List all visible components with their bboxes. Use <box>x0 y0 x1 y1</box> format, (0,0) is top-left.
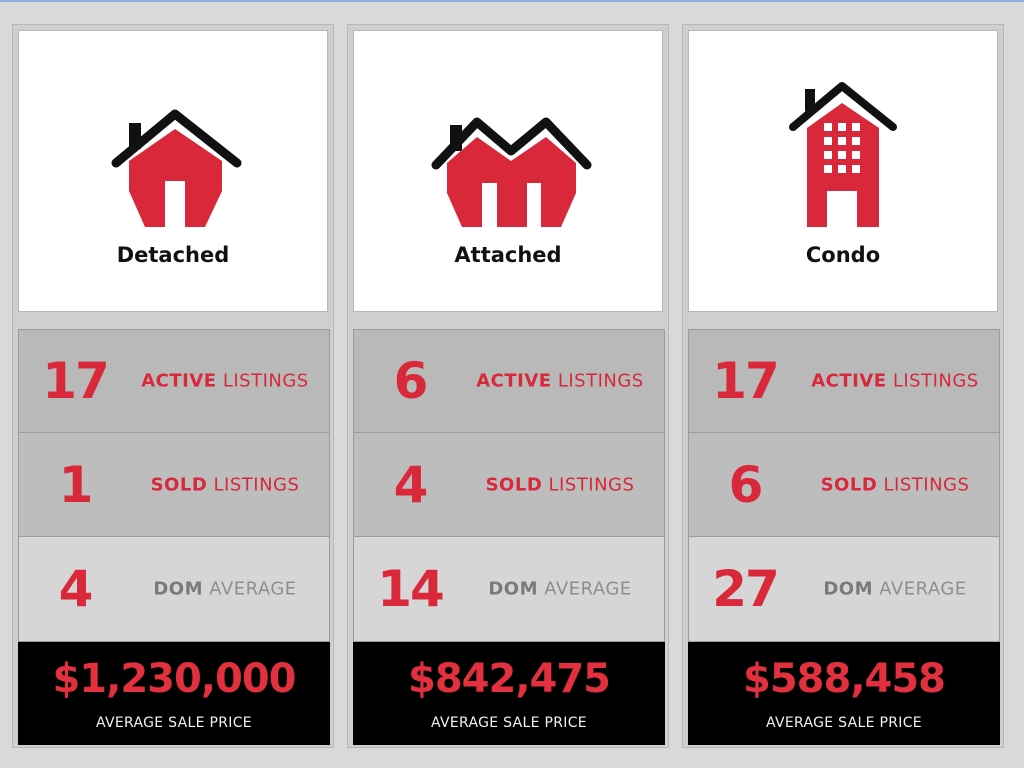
property-type-label: Attached <box>454 243 562 267</box>
dom-average-label: DOM AVERAGE <box>797 579 993 600</box>
label-keyword: SOLD <box>485 474 543 495</box>
label-keyword: ACTIVE <box>811 370 887 392</box>
average-sale-price: $1,230,000 <box>52 656 296 702</box>
sold-listings-count: 6 <box>728 455 764 514</box>
active-listings-label: ACTIVE LISTINGS <box>127 371 323 392</box>
average-sale-price-box: $842,475 AVERAGE SALE PRICE <box>353 642 665 745</box>
label-rest: AVERAGE <box>879 578 967 600</box>
average-sale-price-box: $1,230,000 AVERAGE SALE PRICE <box>18 642 330 745</box>
average-sale-price: $588,458 <box>742 656 946 702</box>
average-sale-price-label: AVERAGE SALE PRICE <box>431 715 587 731</box>
label-rest: LISTINGS <box>548 474 635 495</box>
sold-listings-row: 1 SOLD LISTINGS <box>18 433 330 537</box>
label-rest: LISTINGS <box>213 474 300 495</box>
dom-average-row: 14 DOM AVERAGE <box>353 537 665 642</box>
attached-house-icon <box>431 117 592 227</box>
active-listings-label: ACTIVE LISTINGS <box>462 371 658 392</box>
average-sale-price-label: AVERAGE SALE PRICE <box>96 715 252 731</box>
sold-listings-label: SOLD LISTINGS <box>462 474 658 495</box>
top-border <box>0 0 1024 2</box>
active-listings-row: 17 ACTIVE LISTINGS <box>18 329 330 433</box>
average-sale-price: $842,475 <box>407 656 611 702</box>
sold-listings-row: 6 SOLD LISTINGS <box>688 433 1000 537</box>
sold-listings-label: SOLD LISTINGS <box>127 474 323 495</box>
dom-average-value: 27 <box>712 560 780 618</box>
label-rest: LISTINGS <box>892 370 979 392</box>
active-listings-row: 17 ACTIVE LISTINGS <box>688 329 1000 433</box>
label-keyword: DOM <box>823 578 873 600</box>
property-type-card: Detached <box>18 30 328 312</box>
label-rest: AVERAGE <box>209 578 297 600</box>
property-type-card: Attached <box>353 30 663 312</box>
active-listings-count: 17 <box>712 352 780 410</box>
sold-listings-row: 4 SOLD LISTINGS <box>353 433 665 537</box>
property-type-label: Detached <box>116 243 230 267</box>
label-keyword: ACTIVE <box>141 370 217 392</box>
property-type-card: Condo <box>688 30 998 312</box>
label-keyword: ACTIVE <box>476 370 552 392</box>
average-sale-price-label: AVERAGE SALE PRICE <box>766 715 922 731</box>
label-rest: LISTINGS <box>883 474 970 495</box>
label-keyword: DOM <box>488 578 538 600</box>
detached-house-icon <box>111 109 242 227</box>
column-detached: Detached 17 ACTIVE LISTINGS 1 SOLD LISTI… <box>12 24 334 748</box>
sold-listings-count: 1 <box>58 455 94 514</box>
condo-building-icon <box>789 82 897 227</box>
label-rest: AVERAGE <box>544 578 632 600</box>
label-keyword: SOLD <box>150 474 208 495</box>
column-condo: Condo 17 ACTIVE LISTINGS 6 SOLD LISTINGS… <box>682 24 1004 748</box>
property-type-label: Condo <box>805 243 881 267</box>
active-listings-count: 17 <box>42 352 110 410</box>
dom-average-row: 4 DOM AVERAGE <box>18 537 330 642</box>
active-listings-row: 6 ACTIVE LISTINGS <box>353 329 665 433</box>
label-rest: LISTINGS <box>222 370 309 392</box>
dom-average-value: 4 <box>58 560 94 618</box>
average-sale-price-box: $588,458 AVERAGE SALE PRICE <box>688 642 1000 745</box>
dom-average-value: 14 <box>377 560 445 618</box>
active-listings-count: 6 <box>393 352 429 410</box>
active-listings-label: ACTIVE LISTINGS <box>797 371 993 392</box>
dom-average-row: 27 DOM AVERAGE <box>688 537 1000 642</box>
sold-listings-label: SOLD LISTINGS <box>797 474 993 495</box>
dom-average-label: DOM AVERAGE <box>127 579 323 600</box>
label-keyword: SOLD <box>820 474 878 495</box>
sold-listings-count: 4 <box>393 455 429 514</box>
label-keyword: DOM <box>153 578 203 600</box>
dom-average-label: DOM AVERAGE <box>462 579 658 600</box>
label-rest: LISTINGS <box>557 370 644 392</box>
column-attached: Attached 6 ACTIVE LISTINGS 4 SOLD LISTIN… <box>347 24 669 748</box>
